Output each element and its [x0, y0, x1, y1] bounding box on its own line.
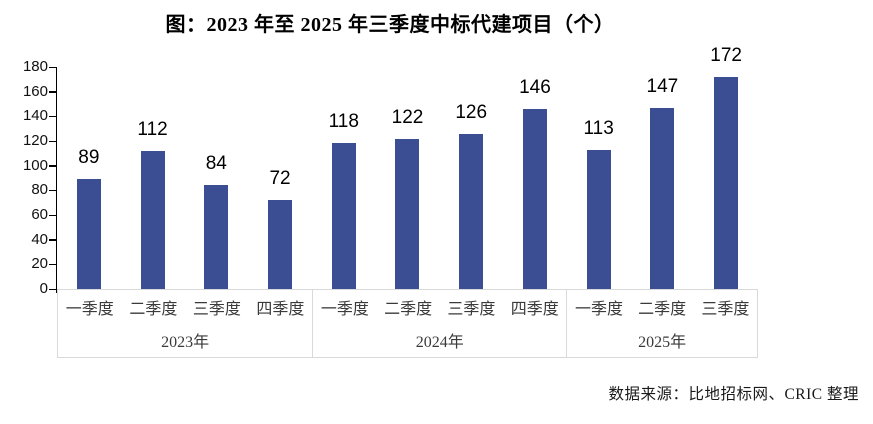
quarter-label: 三季度 [447, 300, 496, 318]
quarter-label: 四季度 [256, 300, 305, 318]
bar-value-label: 122 [391, 106, 424, 128]
quarter-label: 一季度 [320, 300, 369, 318]
quarter-label: 一季度 [65, 300, 114, 318]
y-axis-tick-mark [49, 263, 56, 266]
bar-slot: 113 [567, 67, 631, 289]
y-axis-tick-label: 20 [31, 255, 48, 273]
quarter-label: 三季度 [701, 300, 750, 318]
y-axis-tick-label: 140 [22, 107, 48, 125]
quarter-label: 二季度 [129, 300, 178, 318]
bar-value-label: 72 [269, 168, 291, 190]
bar-value-label: 113 [583, 117, 614, 139]
bar-slot: 112 [121, 67, 185, 289]
year-group: 一季度 二季度 三季度 四季度 2023年 [58, 290, 312, 357]
bar-slot: 118 [312, 67, 376, 289]
chart-title: 图：2023 年至 2025 年三季度中标代建项目（个） [165, 14, 615, 36]
y-axis-tick-label: 60 [31, 206, 48, 224]
bar [331, 143, 356, 289]
bar [395, 138, 420, 289]
quarter-label: 二季度 [638, 300, 687, 318]
bar-value-label: 146 [519, 76, 551, 98]
bar [140, 150, 165, 289]
plot-area: 89 112 84 72 118 122 126 146 113 147 172 [49, 45, 758, 293]
bar [714, 76, 739, 289]
y-axis-tick-mark [49, 91, 56, 93]
bar [586, 149, 611, 289]
bar-value-label: 147 [646, 75, 679, 97]
year-label-row: 2025年 [567, 323, 757, 357]
data-source-note: 数据来源：比地招标网、CRIC 整理 [608, 386, 859, 403]
quarter-label: 一季度 [574, 300, 623, 318]
y-axis-tick-mark [49, 165, 56, 167]
y-axis-tick-label: 100 [22, 156, 48, 174]
y-axis-tick-label: 120 [22, 132, 48, 150]
bar [459, 133, 484, 289]
quarter-label: 三季度 [192, 300, 241, 318]
quarter-label: 四季度 [510, 300, 559, 318]
y-axis-tick-label: 160 [22, 82, 48, 100]
bar-value-label: 112 [137, 118, 168, 140]
bar-slot: 147 [631, 67, 695, 289]
bar [650, 107, 675, 289]
bar-slot: 89 [57, 67, 121, 289]
y-axis-tick-mark [49, 140, 56, 143]
bar-value-label: 118 [328, 111, 359, 133]
y-axis-tick-label: 0 [39, 280, 48, 297]
y-axis-tick-mark [49, 66, 56, 68]
bar-value-label: 172 [710, 44, 742, 66]
x-axis-category-area: 一季度 二季度 三季度 四季度 2023年 一季度 二季度 三季度 四季度 2024年 一季度 二季度… [57, 289, 758, 358]
bar-slot: 72 [248, 67, 312, 289]
bar [204, 185, 229, 289]
y-axis-tick-mark [49, 189, 56, 192]
y-axis-tick-label: 80 [31, 181, 48, 199]
quarter-label: 二季度 [384, 300, 433, 318]
bar-slot: 172 [694, 45, 758, 289]
year-group: 一季度 二季度 三季度 四季度 2024年 [312, 290, 566, 357]
year-label: 2024年 [415, 334, 464, 351]
year-group: 一季度 二季度 三季度 2025年 [566, 290, 757, 357]
quarter-label-row: 一季度 二季度 三季度 [567, 290, 757, 323]
bar-slot: 84 [184, 67, 248, 289]
y-axis-tick-mark [49, 288, 56, 290]
quarter-label-row: 一季度 二季度 三季度 四季度 [313, 290, 566, 323]
y-axis-line [55, 67, 57, 293]
bar [268, 200, 293, 289]
y-axis-tick-label: 40 [31, 230, 48, 248]
bar [76, 179, 101, 289]
bar-value-label: 126 [455, 101, 488, 123]
year-label-row: 2024年 [313, 323, 566, 357]
y-axis-tick-label: 180 [22, 58, 48, 75]
year-label: 2023年 [161, 334, 210, 351]
year-label: 2025年 [638, 334, 687, 351]
bar-value-label: 84 [205, 153, 227, 175]
bar [522, 108, 547, 289]
bar-slot: 122 [376, 67, 440, 289]
y-axis-tick-mark [49, 239, 56, 241]
bar-slot: 146 [503, 67, 567, 289]
bar-value-label: 89 [78, 147, 100, 169]
quarter-label-row: 一季度 二季度 三季度 四季度 [58, 290, 312, 323]
bar-slot: 126 [439, 67, 503, 289]
year-label-row: 2023年 [58, 323, 312, 357]
y-axis-tick-mark [49, 115, 56, 118]
y-axis-tick-mark [49, 214, 56, 217]
y-axis: 0 20 40 60 80 100 120 140 160 180 [0, 58, 48, 297]
